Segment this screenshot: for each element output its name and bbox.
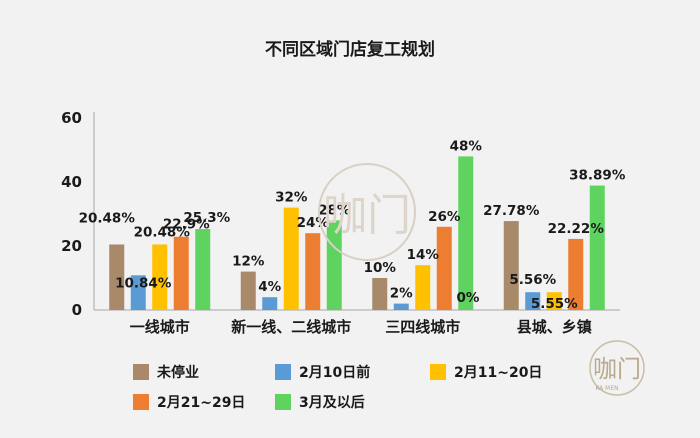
- bar: [283, 207, 299, 310]
- bar: [372, 278, 388, 310]
- data-label: 5.56%: [509, 272, 556, 288]
- bar: [109, 244, 125, 310]
- bar: [152, 244, 168, 310]
- y-tick-label: 40: [61, 173, 82, 191]
- chart-axes: 0 20 40 60 一线城市 新一线、二线城市 三四线城市 县城、乡镇: [61, 109, 620, 336]
- data-label: 10%: [364, 260, 397, 276]
- bar: [195, 229, 211, 310]
- x-category-label: 一线城市: [130, 318, 190, 336]
- data-label: 22.9%: [163, 217, 210, 233]
- x-category-label: 新一线、二线城市: [231, 318, 351, 336]
- bar: [130, 275, 146, 310]
- data-label: 48%: [450, 138, 483, 154]
- bar: [393, 303, 409, 310]
- data-label: 10.84%: [115, 275, 172, 291]
- y-tick-label: 20: [61, 237, 82, 255]
- legend-label: 2月21~29日: [157, 395, 245, 411]
- bar: [458, 156, 474, 310]
- bar: [503, 221, 519, 310]
- legend-label: 3月及以后: [299, 394, 365, 411]
- bar: [568, 238, 584, 310]
- legend-swatch: [275, 394, 291, 410]
- data-label: 20.48%: [134, 224, 191, 240]
- data-label: 26%: [428, 209, 461, 225]
- annotation-label: 0%: [457, 290, 480, 306]
- data-label: 27.78%: [483, 203, 540, 219]
- data-label: 5.55%: [531, 296, 578, 312]
- data-label: 22.22%: [548, 221, 605, 237]
- y-tick-label: 0: [72, 301, 82, 319]
- bar: [525, 292, 541, 310]
- legend-label: 2月10日前: [299, 364, 370, 381]
- bar: [173, 236, 189, 310]
- data-label: 20.48%: [79, 210, 136, 226]
- data-label: 25.3%: [183, 210, 230, 226]
- legend-label: 未停业: [157, 364, 199, 381]
- bar: [415, 265, 431, 310]
- bar: [305, 233, 321, 310]
- legend-swatch: [133, 364, 149, 380]
- legend-swatch: [430, 364, 446, 380]
- x-category-label: 县城、乡镇: [517, 318, 592, 336]
- logo-circle: [589, 340, 645, 396]
- bar: [436, 226, 452, 310]
- bar: [240, 271, 256, 310]
- bar: [589, 185, 605, 310]
- y-tick-label: 60: [61, 109, 82, 127]
- data-label: 38.89%: [569, 168, 626, 184]
- logo-text: 咖门: [593, 355, 641, 383]
- bar: [262, 297, 278, 310]
- legend-label: 2月11~20日: [454, 365, 542, 381]
- data-label: 12%: [232, 254, 265, 270]
- data-label: 32%: [275, 190, 308, 206]
- data-label: 2%: [390, 286, 413, 302]
- chart-legend: 未停业 2月10日前 2月11~20日 2月21~29日 3月及以后: [133, 364, 542, 411]
- chart-bars: [109, 156, 605, 310]
- legend-swatch: [275, 364, 291, 380]
- data-label: 28%: [318, 202, 351, 218]
- x-category-label: 三四线城市: [385, 318, 460, 336]
- watermark-circle: [318, 163, 416, 261]
- data-label: 4%: [258, 279, 281, 295]
- data-label: 14%: [407, 247, 440, 263]
- watermark-text: 咖门: [323, 190, 411, 241]
- chart-title: 不同区域门店复工规划: [265, 39, 435, 60]
- logo-subtext: KA MEN: [595, 385, 618, 392]
- bar: [546, 292, 562, 310]
- chart-data-labels: 20.48%10.84%20.48%22.9%25.3%12%4%32%24%2…: [79, 138, 626, 312]
- legend-swatch: [133, 394, 149, 410]
